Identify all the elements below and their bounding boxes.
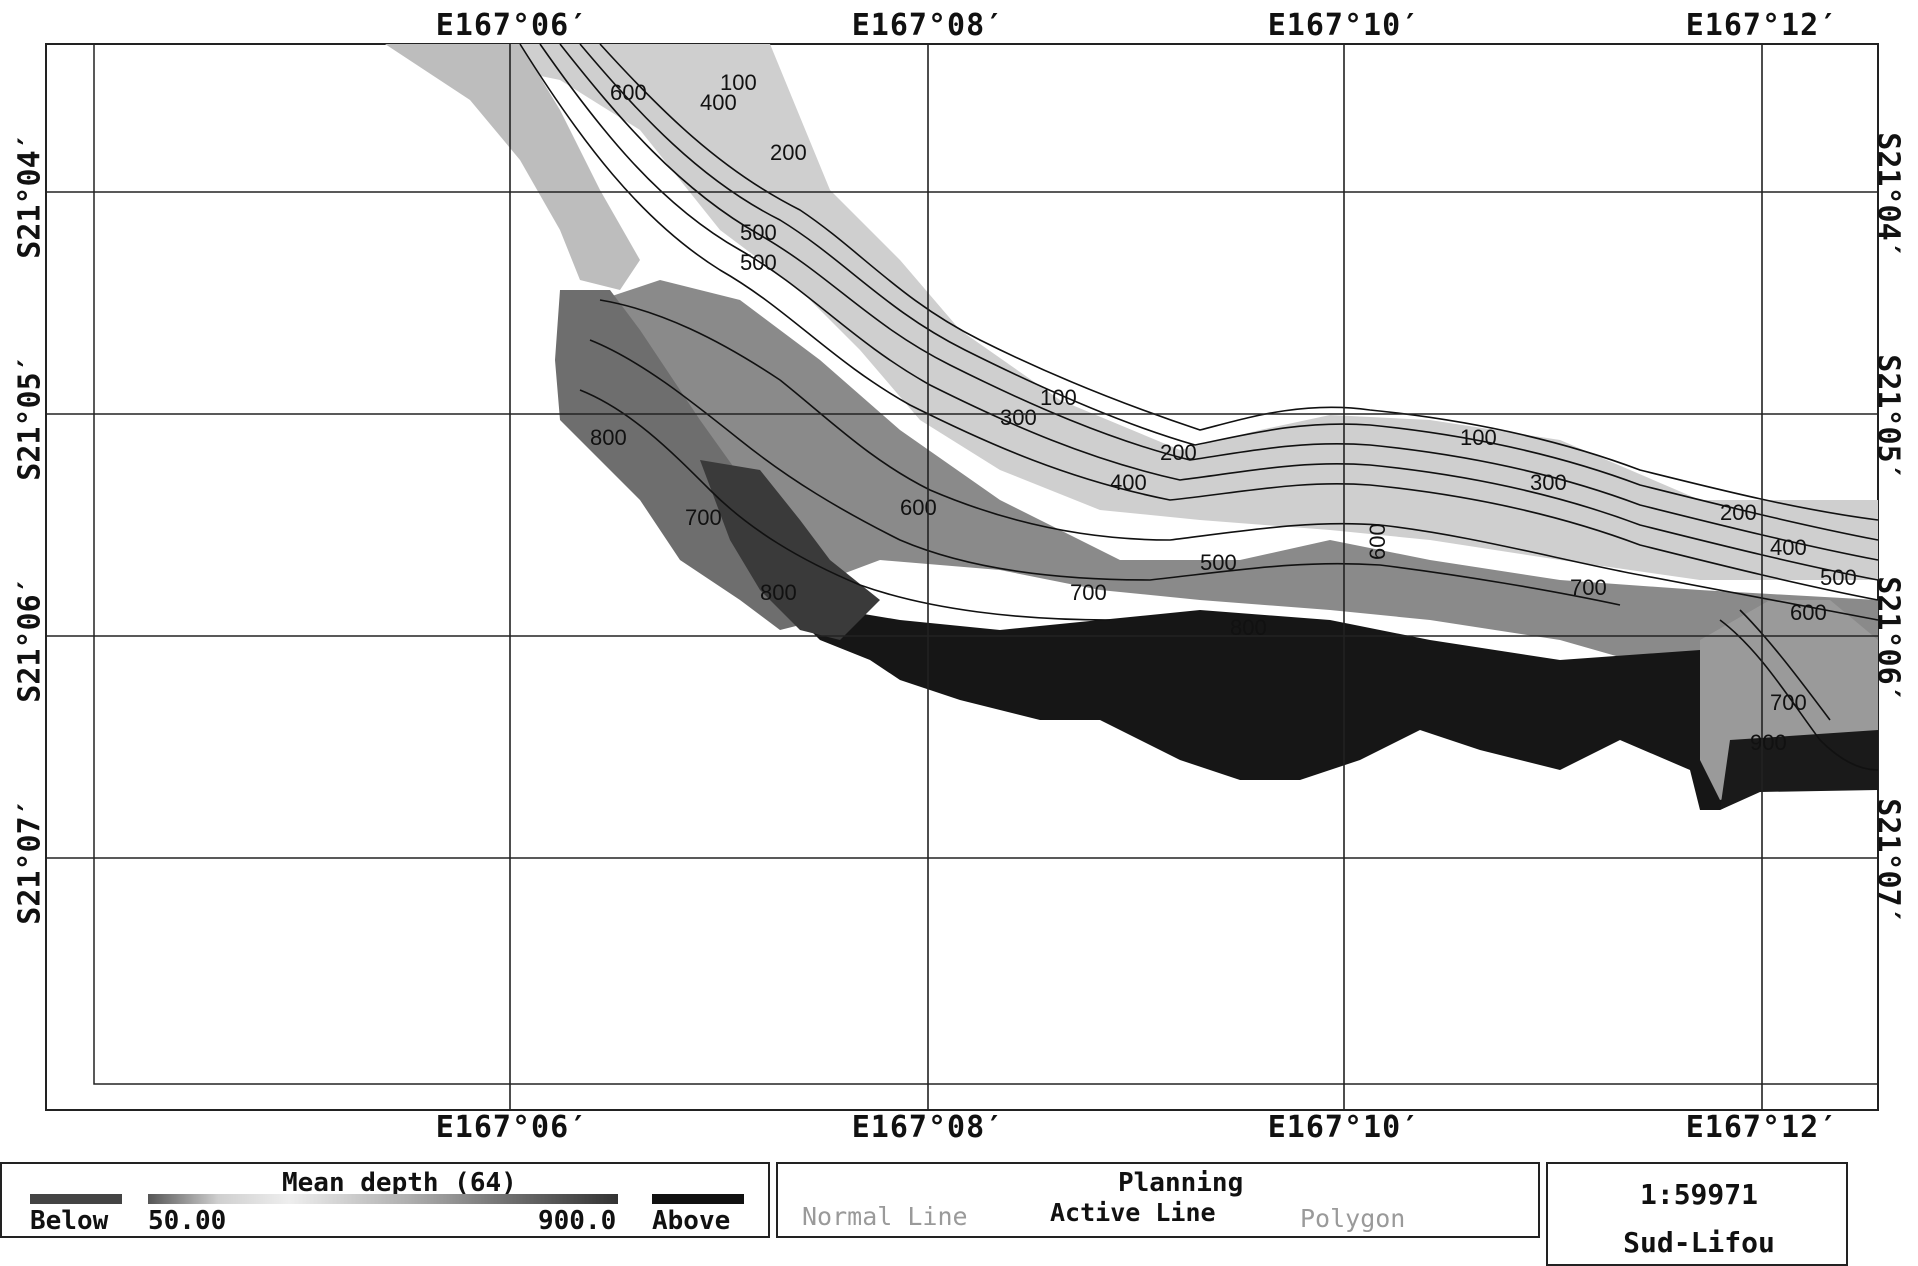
longitude-label-top: E167°08′ [851, 8, 1005, 43]
contour-label: 400 [700, 90, 737, 115]
swath-northern-arm [385, 44, 640, 290]
contour-label: 300 [1000, 405, 1037, 430]
longitude-label-top: E167°10′ [1267, 8, 1421, 43]
contour-label: 100 [720, 70, 757, 95]
contour-label: 200 [770, 140, 807, 165]
active-line-option[interactable]: Active Line [1050, 1198, 1216, 1227]
legend-below-swatch [30, 1194, 122, 1204]
contour-label: 100 [1040, 385, 1077, 410]
latitude-label-left: S21°06′ [12, 576, 48, 703]
swath-deep-east-bottom [1720, 730, 1878, 810]
latitude-label-left: S21°04′ [12, 132, 48, 259]
legend-above-label: Above [652, 1206, 731, 1236]
longitude-label-bottom: E167°06′ [435, 1110, 589, 1145]
legend-max-value: 900.0 [538, 1206, 617, 1236]
contour-label: 600 [900, 495, 937, 520]
contour-label-group: 600 400 100 200 500 500 100 300 200 400 … [590, 70, 1857, 755]
latitude-label-right: S21°05′ [1870, 354, 1906, 481]
planning-title: Planning [1118, 1168, 1244, 1198]
longitude-label-bottom: E167°12′ [1685, 1110, 1839, 1145]
polygon-option[interactable]: Polygon [1300, 1204, 1406, 1233]
contour-label: 400 [1110, 470, 1147, 495]
scale-area-panel: 1:59971 Sud-Lifou [1546, 1162, 1848, 1266]
contour-label: 600 [610, 80, 647, 105]
contour-label: 200 [1160, 440, 1197, 465]
contour-label: 100 [1460, 425, 1497, 450]
contour-label: 200 [1720, 500, 1757, 525]
latitude-label-right: S21°04′ [1870, 132, 1906, 259]
legend-title: Mean depth (64) [282, 1168, 517, 1198]
contour-label: 800 [590, 425, 627, 450]
contour-label: 900 [1750, 730, 1787, 755]
swath-mid-band [560, 280, 1878, 700]
contour-label: 500 [1200, 550, 1237, 575]
legend-below-label: Below [30, 1206, 109, 1236]
contour-label: 500 [740, 220, 777, 245]
latitude-label-left: S21°07′ [12, 798, 48, 925]
latitude-label-right: S21°06′ [1870, 576, 1906, 703]
contour-lines [519, 43, 1879, 771]
area-name: Sud-Lifou [1623, 1226, 1775, 1259]
contour-label: 600 [1365, 523, 1390, 560]
latitude-label-left: S21°05′ [12, 354, 48, 481]
graticule [46, 44, 1878, 1110]
contour-label: 700 [1770, 690, 1807, 715]
bathymetry-map[interactable]: 600 400 100 200 500 500 100 300 200 400 … [0, 0, 1918, 1140]
map-scale: 1:59971 [1639, 1178, 1758, 1211]
latitude-label-right: S21°07′ [1870, 798, 1906, 925]
contour-label: 300 [1530, 470, 1567, 495]
normal-line-option[interactable]: Normal Line [802, 1202, 968, 1231]
legend-above-swatch [652, 1194, 744, 1204]
longitude-label-bottom: E167°10′ [1267, 1110, 1421, 1145]
longitude-label-top: E167°12′ [1685, 8, 1839, 43]
contour-label: 600 [1790, 600, 1827, 625]
contour-label: 400 [1770, 535, 1807, 560]
planning-panel: Planning Normal Line Active Line Polygon [776, 1162, 1540, 1238]
swath-deep-band [780, 600, 1878, 810]
longitude-label-bottom: E167°08′ [851, 1110, 1005, 1145]
contour-label: 500 [740, 250, 777, 275]
depth-legend-panel: Mean depth (64) Below 50.00 900.0 Above [0, 1162, 770, 1238]
contour-label: 800 [760, 580, 797, 605]
contour-label: 700 [1070, 580, 1107, 605]
legend-min-value: 50.00 [148, 1206, 227, 1236]
contour-label: 700 [1570, 575, 1607, 600]
contour-label: 700 [685, 505, 722, 530]
contour-label: 500 [1820, 565, 1857, 590]
legend-gradient-bar [148, 1194, 618, 1204]
longitude-label-top: E167°06′ [435, 8, 589, 43]
